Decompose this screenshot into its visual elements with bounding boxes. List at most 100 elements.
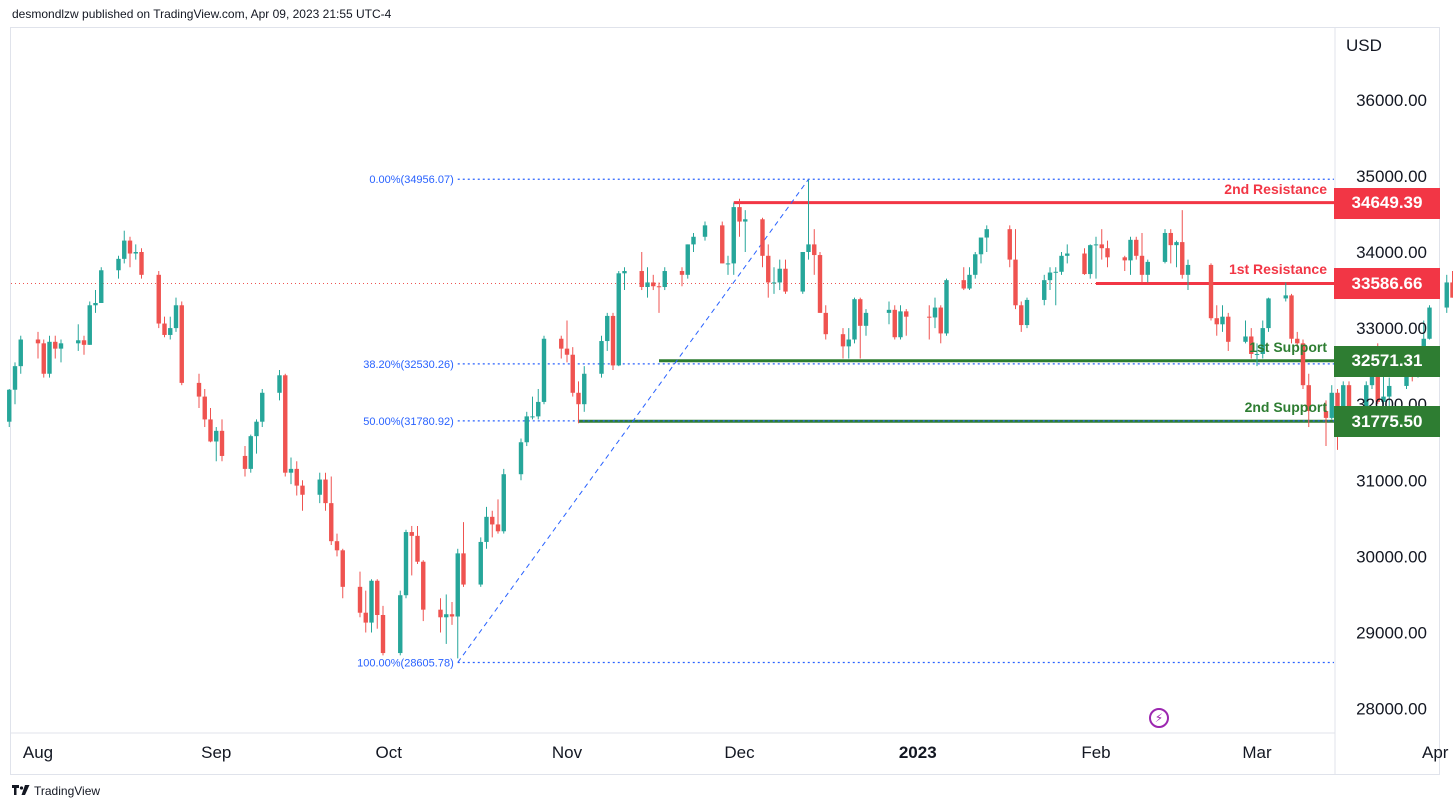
candle[interactable] [685, 244, 690, 279]
candle[interactable] [679, 267, 685, 287]
candle[interactable] [1007, 225, 1012, 268]
candle[interactable] [530, 396, 535, 420]
candle[interactable] [967, 267, 972, 291]
candle[interactable] [219, 419, 225, 462]
candle[interactable] [1289, 293, 1294, 344]
candle[interactable] [1128, 236, 1133, 275]
candle[interactable] [725, 255, 731, 275]
candle[interactable] [12, 362, 18, 405]
candle[interactable] [1266, 297, 1271, 332]
candle[interactable] [1329, 385, 1334, 420]
candle[interactable] [886, 301, 892, 325]
candle[interactable] [662, 267, 667, 291]
candle[interactable] [248, 434, 253, 473]
candle[interactable] [1214, 305, 1219, 336]
candle[interactable] [1013, 229, 1018, 310]
candle[interactable] [254, 419, 259, 454]
candle[interactable] [133, 244, 138, 260]
candle[interactable] [1306, 373, 1311, 428]
candle[interactable] [737, 198, 742, 237]
candle[interactable] [927, 305, 932, 340]
candle[interactable] [380, 605, 386, 656]
candle[interactable] [484, 506, 489, 549]
candle[interactable] [357, 571, 363, 618]
candle[interactable] [127, 236, 133, 268]
candle[interactable] [162, 316, 167, 338]
candle[interactable] [76, 324, 81, 351]
candle[interactable] [622, 267, 627, 291]
candle[interactable] [898, 305, 903, 340]
candle[interactable] [559, 335, 564, 359]
candle[interactable] [1122, 255, 1127, 272]
candle[interactable] [651, 274, 656, 291]
candle[interactable] [639, 252, 644, 291]
candle[interactable] [616, 271, 621, 367]
candle[interactable] [1047, 267, 1053, 291]
candle[interactable] [576, 381, 581, 424]
candle[interactable] [1168, 229, 1173, 264]
candle[interactable] [93, 290, 98, 313]
candle[interactable] [1220, 305, 1225, 332]
candle[interactable] [375, 579, 380, 629]
candle[interactable] [840, 328, 846, 359]
candle[interactable] [1323, 400, 1329, 447]
candle[interactable] [277, 369, 282, 401]
candle[interactable] [1093, 236, 1099, 279]
candle[interactable] [1249, 328, 1254, 359]
candle[interactable] [1295, 331, 1300, 348]
candle[interactable] [720, 221, 725, 264]
candle[interactable] [421, 560, 426, 622]
candle[interactable] [1053, 267, 1058, 306]
candle[interactable] [1082, 248, 1087, 275]
candle[interactable] [461, 522, 466, 587]
candle[interactable] [858, 297, 863, 359]
candle[interactable] [961, 267, 966, 291]
candle[interactable] [363, 590, 368, 633]
candle[interactable] [1444, 274, 1449, 313]
candle[interactable] [398, 590, 403, 656]
candle[interactable] [409, 525, 414, 576]
candle[interactable] [495, 499, 501, 534]
candle[interactable] [1162, 229, 1168, 264]
candle[interactable] [1065, 244, 1070, 264]
candle[interactable] [564, 320, 570, 363]
candle[interactable] [334, 533, 340, 557]
candle[interactable] [536, 388, 541, 420]
candle[interactable] [1185, 259, 1191, 291]
candle[interactable] [691, 232, 696, 252]
candle[interactable] [139, 248, 144, 279]
candle[interactable] [501, 468, 506, 534]
candle[interactable] [800, 252, 805, 294]
candle[interactable] [179, 301, 184, 386]
candle[interactable] [760, 217, 765, 268]
candle[interactable] [317, 472, 322, 504]
candle[interactable] [7, 388, 12, 428]
candle[interactable] [202, 388, 207, 428]
candle[interactable] [444, 594, 449, 644]
candle[interactable] [1099, 229, 1104, 260]
candle[interactable] [260, 388, 265, 428]
candle[interactable] [605, 312, 610, 351]
candle[interactable] [1254, 343, 1260, 367]
candle[interactable] [852, 297, 857, 344]
candle[interactable] [1283, 282, 1288, 302]
candle[interactable] [323, 472, 328, 511]
candle[interactable] [1088, 244, 1093, 279]
candle[interactable] [702, 221, 708, 241]
candle[interactable] [81, 335, 87, 355]
candle[interactable] [288, 457, 294, 485]
candle[interactable] [53, 335, 58, 359]
candle[interactable] [1208, 263, 1214, 321]
candle[interactable] [541, 335, 547, 405]
candle[interactable] [823, 305, 828, 340]
candle[interactable] [340, 548, 345, 599]
candle[interactable] [196, 373, 202, 409]
candle[interactable] [524, 411, 529, 447]
candle[interactable] [455, 548, 460, 659]
candle[interactable] [47, 335, 52, 378]
candle[interactable] [478, 537, 483, 587]
candle[interactable] [1059, 252, 1064, 275]
candle[interactable] [41, 339, 46, 378]
candle[interactable] [1226, 312, 1231, 351]
